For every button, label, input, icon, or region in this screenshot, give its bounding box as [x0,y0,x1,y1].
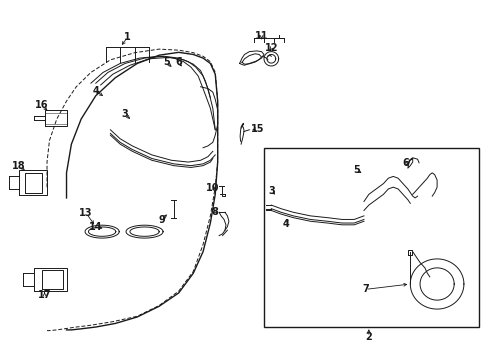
Text: 14: 14 [89,222,102,232]
Text: 17: 17 [38,291,51,301]
Text: 6: 6 [401,158,408,168]
Text: 7: 7 [361,284,368,294]
Text: 8: 8 [211,207,218,217]
Text: 4: 4 [92,86,99,96]
Text: 1: 1 [124,32,131,42]
Bar [264,148,478,327]
Text: 11: 11 [254,31,268,41]
Text: 16: 16 [35,100,49,111]
Text: 3: 3 [122,109,128,120]
Text: 3: 3 [267,186,274,197]
Text: 12: 12 [264,43,278,53]
Text: 18: 18 [12,161,26,171]
Text: 4: 4 [282,219,289,229]
Text: 10: 10 [205,183,219,193]
Text: 5: 5 [163,57,169,67]
Text: 6: 6 [175,57,182,67]
Text: 13: 13 [79,208,93,218]
Text: 15: 15 [251,124,264,134]
Text: 5: 5 [352,165,359,175]
Text: 2: 2 [365,332,371,342]
Text: 9: 9 [158,215,164,225]
